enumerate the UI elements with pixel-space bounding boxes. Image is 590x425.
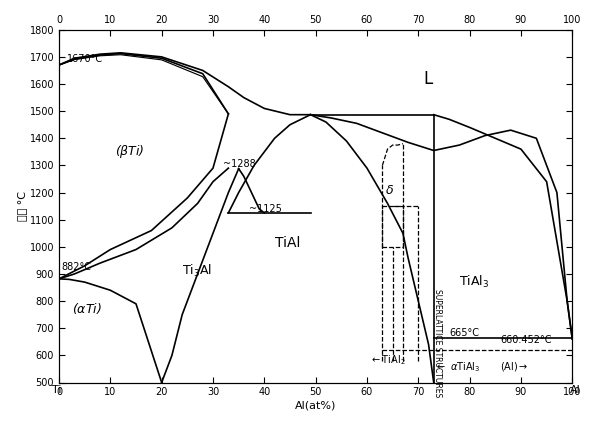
Text: (Al)$\rightarrow$: (Al)$\rightarrow$ — [500, 360, 529, 373]
Text: SUPERLATTICE STRUCTURES: SUPERLATTICE STRUCTURES — [433, 289, 442, 397]
Text: ~1288: ~1288 — [223, 159, 256, 169]
Text: 1670°C: 1670°C — [67, 54, 103, 65]
Text: ($\beta$Ti): ($\beta$Ti) — [116, 142, 145, 159]
Text: TiAl$_3$: TiAl$_3$ — [460, 274, 490, 290]
Text: $\delta$: $\delta$ — [385, 184, 394, 197]
Text: ~1125: ~1125 — [249, 204, 282, 213]
Text: $\leftarrow$TiAl$_2$: $\leftarrow$TiAl$_2$ — [369, 353, 405, 367]
Text: Al: Al — [569, 385, 580, 395]
Text: Ti$_3$Al: Ti$_3$Al — [182, 264, 212, 279]
Text: L: L — [424, 70, 432, 88]
X-axis label: Al(at%): Al(at%) — [295, 400, 336, 410]
Y-axis label: 温度 °C: 温度 °C — [17, 191, 27, 221]
Text: 660.452°C: 660.452°C — [500, 334, 552, 345]
Text: TiAl: TiAl — [274, 236, 300, 250]
Text: $\leftarrow$ $\alpha$TiAl$_3$: $\leftarrow$ $\alpha$TiAl$_3$ — [435, 360, 480, 374]
Text: 665°C: 665°C — [449, 328, 479, 338]
Text: ($\alpha$Ti): ($\alpha$Ti) — [72, 301, 101, 316]
Text: Ti: Ti — [52, 385, 61, 395]
Text: 882°C: 882°C — [61, 262, 91, 272]
